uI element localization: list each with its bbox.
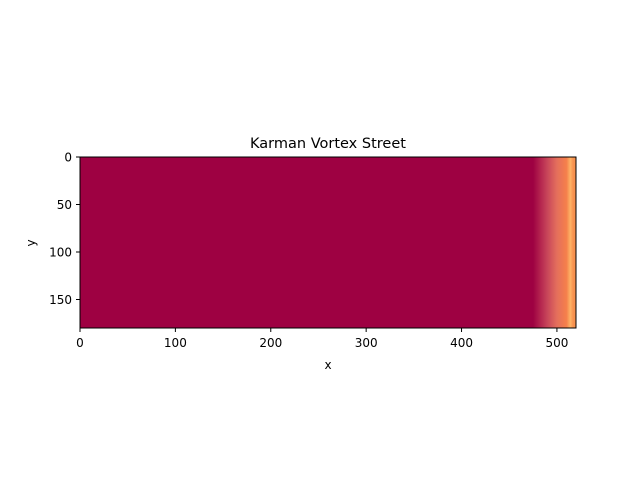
y-tick-label: 100	[49, 246, 72, 260]
x-tick-label: 300	[355, 336, 378, 350]
heatmap-field	[80, 157, 576, 328]
y-tick-label: 150	[49, 293, 72, 307]
y-axis: 0 50 100 150	[49, 151, 80, 307]
chart-title: Karman Vortex Street	[250, 136, 406, 152]
x-tick-label: 0	[76, 336, 84, 350]
y-tick-label: 0	[64, 151, 72, 165]
x-tick-label: 100	[164, 336, 187, 350]
plot-frame	[79, 156, 577, 329]
x-axis: 0 100 200 300 400 500	[76, 328, 568, 350]
y-axis-label: y	[24, 239, 38, 246]
x-axis-label: x	[324, 358, 331, 372]
y-tick-label: 50	[57, 198, 72, 212]
x-tick-label: 200	[259, 336, 282, 350]
x-tick-label: 400	[450, 336, 473, 350]
x-tick-label: 500	[545, 336, 568, 350]
